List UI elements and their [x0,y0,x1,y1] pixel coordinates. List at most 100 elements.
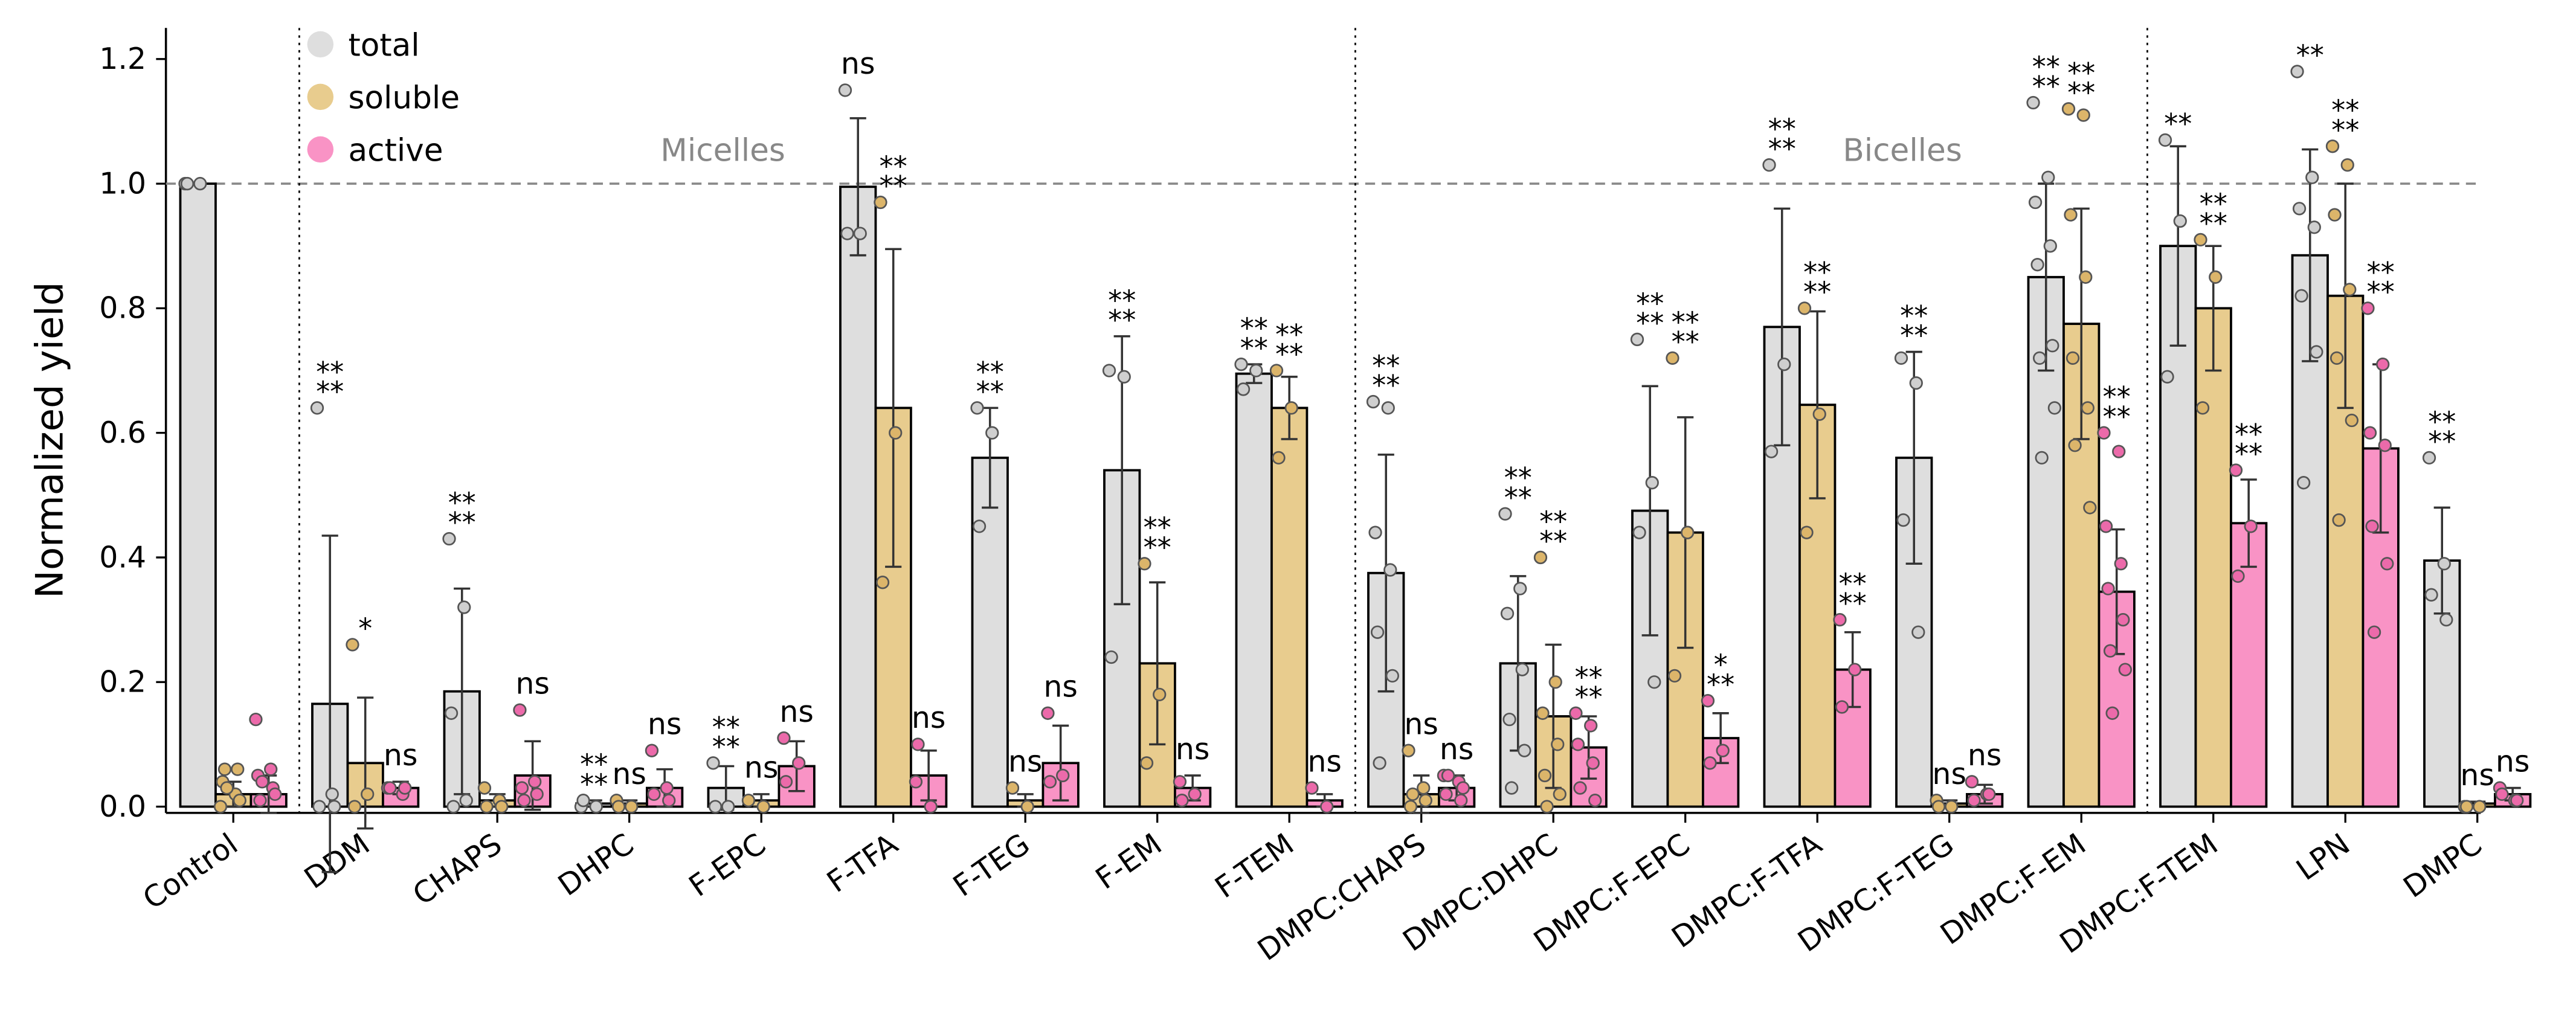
data-point [1538,768,1552,783]
legend-marker [307,31,334,58]
x-tick-label: F-EPC [683,827,772,904]
data-point [1909,376,1923,390]
error-bar [2169,145,2186,347]
significance-label: ns [2460,758,2494,792]
data-point [1647,675,1661,689]
significance-label: ** [448,487,476,519]
data-point [1056,768,1070,783]
data-point [1812,407,1826,421]
data-point [706,756,720,770]
data-point [2361,301,2375,315]
significance-label: ** [1839,587,1867,620]
significance-label: ** [2331,94,2359,127]
significance-label: ns [1307,744,1342,779]
data-point [442,532,456,546]
significance-label: ** [2164,108,2192,140]
y-tick-label: 0.6 [99,416,146,450]
x-tick-label: F-TEM [1209,827,1300,905]
y-tick-label: 0.2 [99,665,146,699]
data-point [1645,476,1659,490]
data-point [2439,612,2453,627]
data-point [2047,401,2062,415]
data-point [1441,768,1455,783]
significance-label: ** [2200,207,2227,240]
data-point [1551,737,1565,751]
data-point [970,401,984,415]
significance-label: ** [712,711,740,744]
significance-label: ** [1275,318,1303,351]
data-point [840,226,854,240]
y-tick-label: 0.0 [99,789,146,824]
error-bar [1149,581,1166,746]
bar [971,457,1009,808]
data-point [2332,513,2346,527]
data-point [1138,557,1151,571]
data-point [1406,787,1420,802]
data-point [1536,706,1550,720]
data-point [1249,364,1263,377]
data-point [2158,133,2172,147]
significance-label: ** [976,356,1004,388]
data-point [268,787,282,802]
data-point [1569,706,1583,720]
significance-label: ** [1900,320,1928,352]
data-point [1513,582,1527,596]
data-point [1777,358,1791,371]
y-tick-label: 1.0 [99,166,146,201]
data-point [2367,625,2381,639]
data-point [1373,756,1386,770]
data-point [480,800,494,814]
annotation: Micelles [660,132,785,169]
data-point [1041,706,1055,720]
data-point [2061,102,2076,116]
data-point [1284,401,1298,415]
y-tick-label: 0.8 [99,291,146,326]
significance-label: ** [1768,132,1796,165]
data-point [1175,794,1189,808]
significance-label: ns [384,738,418,773]
data-point [1553,787,1567,802]
bar [839,185,877,808]
y-tick-label: 1.2 [99,42,146,76]
data-point [2026,95,2040,110]
data-point [2380,557,2394,571]
data-point [1848,663,1862,676]
data-point [2103,644,2117,658]
data-point [1385,669,1399,683]
significance-label: ** [1539,505,1567,538]
significance-label: ** [1636,307,1664,339]
data-point [2459,800,2474,814]
data-point [346,638,359,652]
x-tick-label: CHAPS [407,827,508,912]
data-point [312,800,326,814]
significance-label: ** [1240,312,1268,345]
data-point [1667,669,1682,683]
significance-label: ** [2296,39,2324,72]
data-point [513,703,527,717]
significance-label: ns [912,701,946,735]
significance-label: ** [1539,525,1567,557]
data-point [2076,108,2090,122]
data-point [662,794,676,808]
significance-label: ** [1900,300,1928,332]
data-point [2083,501,2097,515]
data-point [1102,364,1116,377]
data-point [1020,800,1034,814]
data-point [1456,781,1470,795]
significance-label: ns [1932,757,1966,791]
significance-label: ** [1144,531,1171,564]
x-tick-label: Control [137,827,244,916]
data-point [2099,519,2113,533]
data-point [361,787,375,802]
data-point [1381,401,1395,415]
data-point [779,775,793,789]
data-point [2345,413,2359,428]
data-point [193,176,207,191]
significance-label: ns [2496,744,2530,779]
data-point [1548,675,1562,689]
data-point [1320,800,1334,814]
data-point [2116,612,2130,627]
legend-label: total [349,27,420,63]
data-point [2209,270,2223,284]
